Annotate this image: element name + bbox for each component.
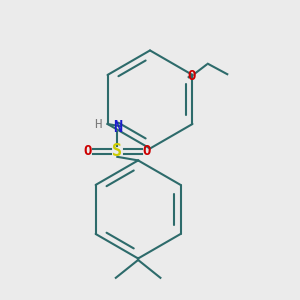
- Text: S: S: [112, 142, 122, 160]
- Text: N: N: [113, 120, 122, 135]
- Text: O: O: [188, 69, 196, 83]
- Text: O: O: [143, 145, 151, 158]
- Text: H: H: [94, 118, 102, 131]
- Text: O: O: [83, 145, 92, 158]
